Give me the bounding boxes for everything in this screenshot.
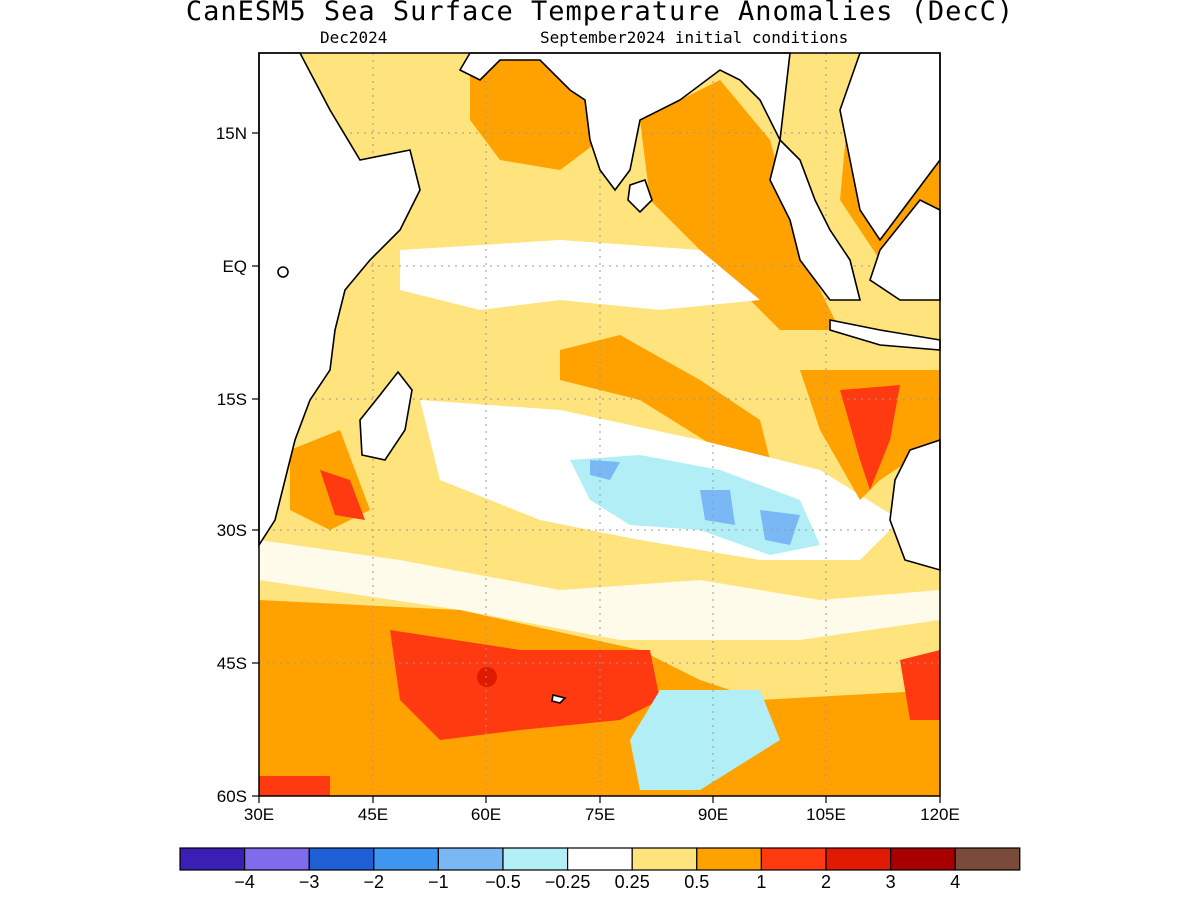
madagascar-south-hot: [320, 470, 365, 520]
colorbar-swatch: [179, 847, 246, 871]
midlat-neutral: [259, 540, 940, 640]
west-australia-hot: [840, 385, 900, 490]
zanzibar: [277, 266, 289, 278]
initial-conditions-label: September2024 initial conditions: [540, 28, 849, 47]
southern-hot-core: [390, 630, 660, 740]
sw-corner-hot: [259, 776, 330, 796]
india-asia: [458, 52, 791, 192]
lat-tick-label: 30S: [217, 521, 247, 540]
lon-tick-labels: 30E 45E 60E 75E 90E 105E 120E: [244, 805, 960, 824]
lat-tick-label: EQ: [222, 257, 247, 276]
lat-tick-label: 15S: [217, 390, 247, 409]
lon-tick-label: 60E: [471, 805, 501, 824]
africa: [258, 52, 421, 548]
lat-tick-label: 15N: [216, 124, 247, 143]
colorbar-swatch: [954, 847, 1021, 871]
colorbar-swatch: [308, 847, 375, 871]
colorbar-label: 0.25: [615, 872, 650, 892]
equatorial-neutral: [400, 240, 760, 310]
lat-tick-label: 45S: [217, 654, 247, 673]
lon-tick-label: 45E: [358, 805, 388, 824]
cool-patch-3: [760, 510, 800, 545]
colorbar-label: −3: [299, 872, 320, 892]
madagascar: [359, 370, 413, 461]
sri-lanka: [627, 178, 653, 214]
lat-tick-labels: 15N EQ 15S 30S 45S 60S: [216, 124, 247, 806]
colorbar-swatch: [437, 847, 504, 871]
colorbar-swatch: [889, 847, 956, 871]
lon-tick-label: 90E: [698, 805, 728, 824]
colorbar-label: 3: [886, 872, 896, 892]
colorbar-label: 4: [950, 872, 960, 892]
colorbar-label: 2: [821, 872, 831, 892]
se-corner-hot: [900, 650, 940, 720]
lat-tick-label: 60S: [217, 787, 247, 806]
southern-cool-anomaly: [630, 690, 780, 790]
colorbar-swatch: [631, 847, 698, 871]
forecast-month-label: Dec2024: [320, 28, 388, 47]
cool-patch-1: [590, 460, 620, 480]
cool-patch-2: [700, 490, 735, 525]
colorbar-swatch: [566, 847, 633, 871]
colorbar-swatch: [825, 847, 892, 871]
colorbar-swatch: [696, 847, 762, 871]
colorbar-label: −4: [234, 872, 255, 892]
tick-marks: [252, 132, 941, 803]
colorbar-swatch: [244, 847, 310, 871]
central-warm-tongue: [560, 335, 770, 460]
colorbar-label: −0.5: [485, 872, 521, 892]
lon-tick-label: 120E: [920, 805, 960, 824]
bay-of-bengal-warm: [640, 80, 840, 330]
colorbar: −4 −3 −2 −1 −0.5 −0.25 0.25 0.5 1 2 3 4: [179, 847, 1021, 892]
colorbar-label: 0.5: [684, 872, 709, 892]
lon-tick-label: 75E: [585, 805, 615, 824]
colorbar-swatch: [760, 847, 827, 871]
malay-peninsula: [769, 138, 862, 301]
lon-tick-label: 30E: [244, 805, 274, 824]
kerguelen: [551, 694, 567, 704]
land-masses: [258, 52, 941, 704]
colorbar-label: −2: [364, 872, 385, 892]
southern-hottest: [477, 667, 497, 687]
colorbar-swatch: [502, 847, 569, 871]
lon-tick-label: 105E: [806, 805, 846, 824]
colorbar-label: −0.25: [545, 872, 591, 892]
map-title: CanESM5 Sea Surface Temperature Anomalie…: [185, 0, 1015, 27]
colorbar-swatch: [373, 847, 439, 871]
colorbar-label: −1: [428, 872, 449, 892]
colorbar-label: 1: [756, 872, 766, 892]
